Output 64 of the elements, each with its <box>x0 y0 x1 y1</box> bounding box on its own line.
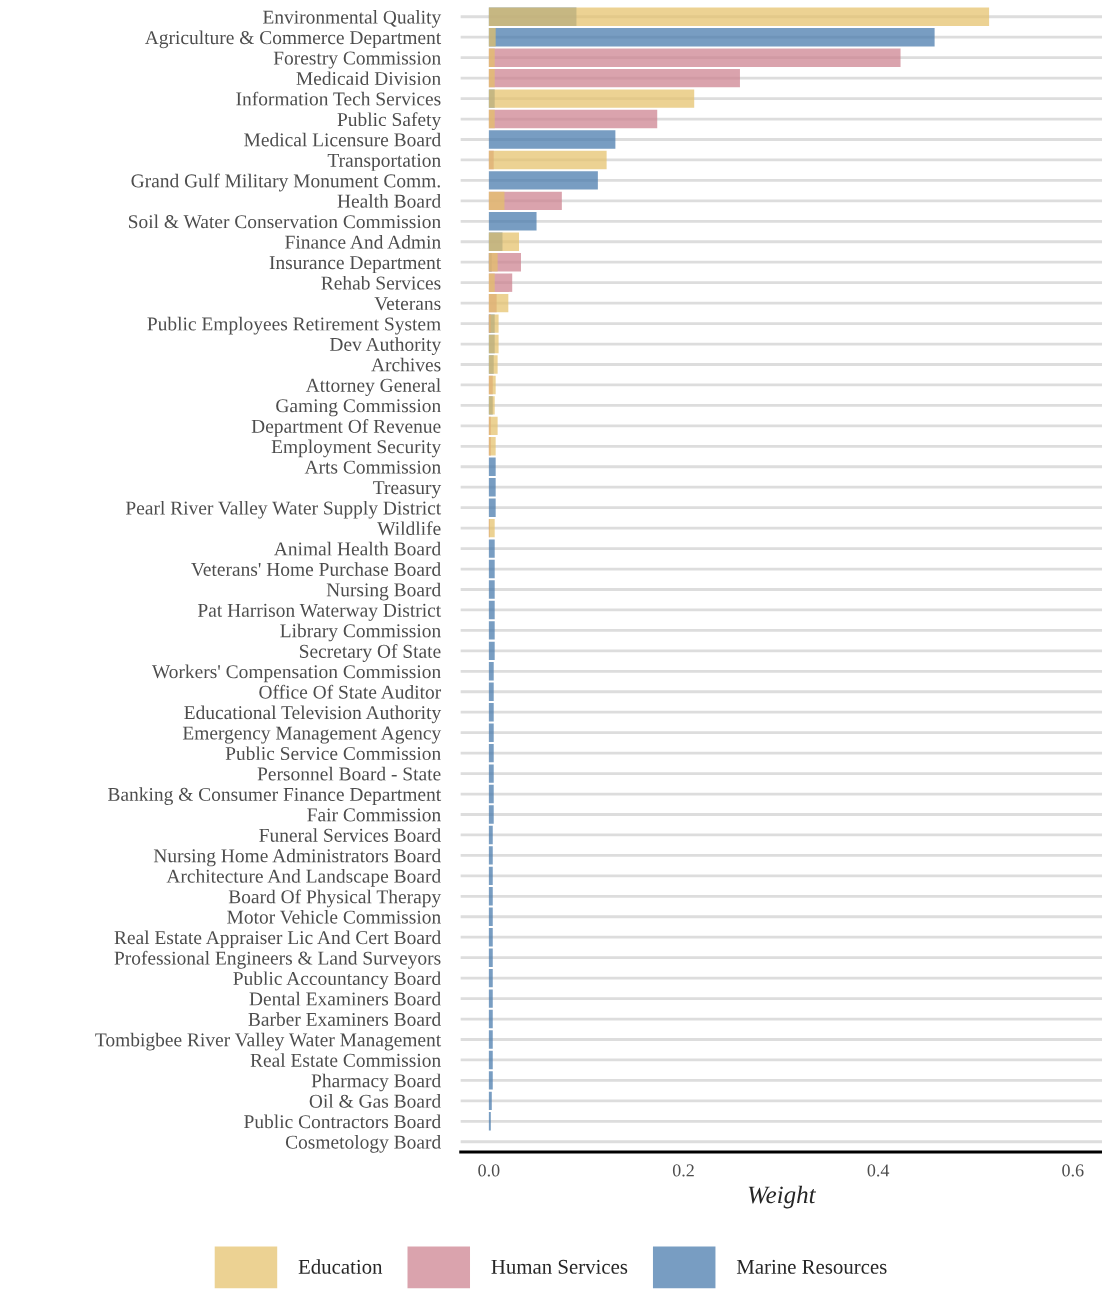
y-tick-label: Pharmacy Board <box>311 1073 441 1092</box>
y-tick-label: Professional Engineers & Land Surveyors <box>114 950 441 969</box>
y-tick-label: Secretary Of State <box>299 644 441 662</box>
y-tick-label: Architecture And Landscape Board <box>166 869 441 887</box>
x-tick-label: 0.6 <box>1062 1164 1084 1177</box>
y-tick-label: Pearl River Valley Water Supply District <box>125 500 442 519</box>
y-tick-label: Department Of Revenue <box>251 419 441 437</box>
y-tick-label: Agriculture & Commerce Department <box>144 30 442 49</box>
y-tick-label: Workers' Compensation Commission <box>151 664 441 683</box>
y-tick-label: Rehab Services <box>321 275 441 290</box>
y-tick-label: Public Service Commission <box>225 746 441 761</box>
y-tick-label: Dev Authority <box>329 337 442 355</box>
y-tick-label: Public Contractors Board <box>244 1114 441 1129</box>
legend-label: Education <box>298 1259 383 1274</box>
y-tick-label: Real Estate Appraiser Lic And Cert Board <box>114 930 441 949</box>
y-tick-label: Fair Commission <box>307 808 441 822</box>
x-tick-label: 0.0 <box>478 1164 500 1177</box>
y-tick-label: Nursing Board <box>326 582 441 601</box>
y-tick-label: Tombigbee River Valley Water Management <box>95 1032 442 1051</box>
y-tick-label: Forestry Commission <box>273 51 441 69</box>
y-tick-label: Employment Security <box>271 439 442 458</box>
y-tick-label: Banking & Consumer Finance Department <box>108 787 442 805</box>
y-tick-label: Office Of State Auditor <box>259 684 442 699</box>
y-tick-label: Motor Vehicle Commission <box>227 910 441 924</box>
y-tick-label: Public Accountancy Board <box>233 971 441 990</box>
y-tick-label: Archives <box>371 357 441 372</box>
y-tick-label: Dental Examiners Board <box>249 991 441 1006</box>
y-tick-label: Public Safety <box>337 112 442 131</box>
y-tick-label: Real Estate Commission <box>250 1053 441 1067</box>
y-tick-label: Transportation <box>327 153 441 171</box>
y-tick-label: Educational Television Authority <box>184 705 442 724</box>
y-tick-label: Health Board <box>337 194 441 208</box>
y-tick-label: Emergency Management Agency <box>182 726 442 744</box>
y-tick-label: Grand Gulf Military Monument Comm. <box>131 173 440 192</box>
y-tick-label: Public Employees Retirement System <box>147 316 441 335</box>
y-tick-label: Barber Examiners Board <box>248 1012 441 1026</box>
y-tick-label: Treasury <box>373 481 442 499</box>
x-tick-label: 0.4 <box>867 1164 890 1177</box>
legend-label: Human Services <box>491 1259 628 1274</box>
y-tick-label: Information Tech Services <box>236 91 441 106</box>
y-tick-label: Veterans <box>374 297 441 311</box>
y-tick-label: Soil & Water Conservation Commission <box>128 214 441 229</box>
legend-label: Marine Resources <box>736 1259 887 1274</box>
y-tick-label: Personnel Board - State <box>257 766 441 781</box>
y-tick-label: Finance And Admin <box>285 235 441 249</box>
y-tick-label: Medicaid Division <box>296 71 441 86</box>
y-tick-label: Animal Health Board <box>273 541 441 556</box>
y-tick-label: Nursing Home Administrators Board <box>153 848 441 867</box>
y-tick-label: Veterans' Home Purchase Board <box>191 562 441 577</box>
y-tick-label: Oil & Gas Board <box>309 1094 441 1108</box>
y-tick-label: Board Of Physical Therapy <box>228 889 442 908</box>
y-tick-label: Gaming Commission <box>276 399 441 417</box>
x-tick-label: 0.2 <box>672 1164 694 1177</box>
y-tick-label: Funeral Services Board <box>259 828 441 842</box>
y-tick-label: Wildlife <box>377 521 441 536</box>
y-tick-label: Pat Harrison Waterway District <box>197 603 442 621</box>
y-tick-label: Attorney General <box>305 378 441 396</box>
y-tick-label: Environmental Quality <box>263 10 442 28</box>
x-axis-title: Weight <box>748 1185 817 1209</box>
y-tick-label: Arts Commission <box>304 460 441 474</box>
y-tick-label: Library Commission <box>280 623 441 642</box>
y-tick-label: Insurance Department <box>269 256 442 274</box>
y-tick-label: Cosmetology Board <box>285 1135 441 1153</box>
y-tick-label: Medical Licensure Board <box>244 132 441 147</box>
